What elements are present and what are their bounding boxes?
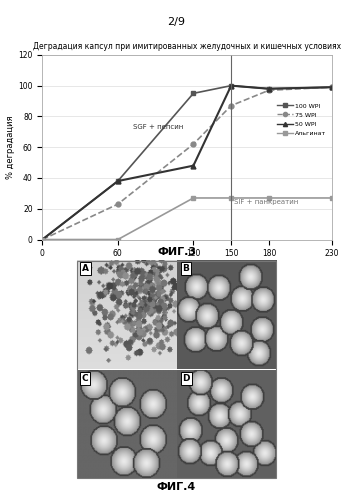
Text: ФИГ.4: ФИГ.4 (157, 482, 196, 492)
Line: Альгинат: Альгинат (40, 196, 334, 242)
50 WPI (191, 163, 196, 169)
Альгинат (40, 237, 44, 243)
Title: Деградация капсул при имитированных желудочных и кишечных условиях: Деградация капсул при имитированных желу… (33, 42, 341, 51)
50 WPI (267, 86, 271, 92)
Text: SIF + панкреатин: SIF + панкреатин (234, 199, 298, 205)
50 WPI (330, 84, 334, 90)
Альгинат (229, 195, 233, 201)
Альгинат (330, 195, 334, 201)
50 WPI (116, 178, 120, 184)
100 WPI (191, 90, 196, 96)
Text: 2/9: 2/9 (168, 17, 185, 27)
75 WPI (229, 103, 233, 109)
Line: 75 WPI: 75 WPI (40, 85, 334, 242)
Text: ФИГ.3: ФИГ.3 (157, 247, 196, 257)
X-axis label: Время (минуты): Время (минуты) (152, 261, 222, 270)
100 WPI (116, 178, 120, 184)
Альгинат (267, 195, 271, 201)
Альгинат (116, 237, 120, 243)
Line: 50 WPI: 50 WPI (40, 83, 334, 242)
Line: 100 WPI: 100 WPI (40, 83, 334, 242)
Text: B: B (183, 264, 189, 273)
100 WPI (40, 237, 44, 243)
50 WPI (40, 237, 44, 243)
100 WPI (267, 86, 271, 92)
Text: A: A (82, 264, 89, 273)
Legend: 100 WPI, 75 WPI, 50 WPI, Альгинат: 100 WPI, 75 WPI, 50 WPI, Альгинат (274, 101, 329, 138)
75 WPI (330, 84, 334, 90)
50 WPI (229, 83, 233, 89)
75 WPI (40, 237, 44, 243)
100 WPI (330, 84, 334, 90)
Text: SGF + пепсин: SGF + пепсин (133, 124, 183, 130)
Text: D: D (183, 374, 190, 383)
75 WPI (191, 141, 196, 147)
75 WPI (116, 201, 120, 207)
Text: C: C (82, 374, 89, 383)
75 WPI (267, 87, 271, 93)
Y-axis label: % деградация: % деградация (6, 115, 16, 179)
Альгинат (191, 195, 196, 201)
100 WPI (229, 83, 233, 89)
